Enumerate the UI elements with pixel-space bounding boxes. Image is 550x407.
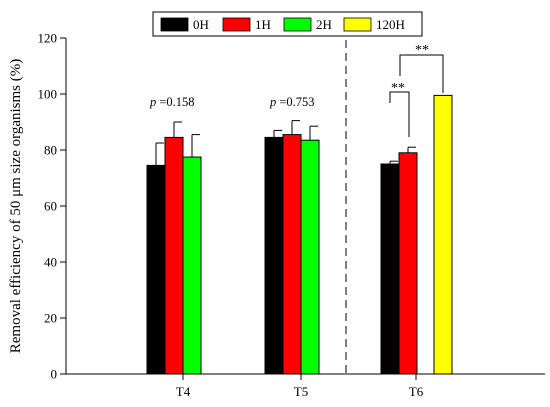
p-value-T5: p =0.753 xyxy=(269,95,315,109)
significance-bracket-0H-120H: ** xyxy=(399,43,444,93)
y-tick-label-0: 0 xyxy=(51,367,58,382)
bar-T4-1H xyxy=(164,136,184,375)
significance-bracket-0H-1H: ** xyxy=(389,81,410,137)
legend: 0H 1H 2H 120H xyxy=(152,11,423,37)
x-tick-label-T6: T6 xyxy=(409,384,424,399)
legend-label-120H: 120H xyxy=(376,17,405,32)
x-tick-label-T5: T5 xyxy=(294,384,308,399)
bars-layer xyxy=(146,94,453,375)
significance-stars-0H-120H: ** xyxy=(415,43,429,58)
legend-label-0H: 0H xyxy=(193,17,209,32)
significance-stars-0H-1H: ** xyxy=(391,81,405,96)
bar-T4-0H xyxy=(146,164,166,375)
bar-T5-0H xyxy=(264,136,284,375)
y-tick-label-60: 60 xyxy=(44,199,57,214)
legend-swatch-2H xyxy=(283,17,312,32)
legend-swatch-120H xyxy=(343,17,372,32)
y-tick-label-20: 20 xyxy=(44,311,57,326)
y-tick-label-100: 100 xyxy=(38,87,58,102)
bar-T6-1H xyxy=(398,152,418,375)
legend-swatch-1H xyxy=(222,17,251,32)
bar-T6-120H xyxy=(433,94,453,375)
y-axis-label: Removal efficiency of 50 μm size organis… xyxy=(8,59,24,354)
bar-T5-2H xyxy=(300,139,320,375)
legend-label-2H: 2H xyxy=(316,17,332,32)
legend-swatch-0H xyxy=(160,17,189,32)
p-value-T4: p =0.158 xyxy=(149,95,195,109)
legend-label-1H: 1H xyxy=(255,17,271,32)
y-tick-label-120: 120 xyxy=(38,31,58,46)
y-tick-label-40: 40 xyxy=(44,255,57,270)
bar-T6-0H xyxy=(380,163,400,375)
bar-T4-2H xyxy=(182,156,202,375)
x-tick-label-T4: T4 xyxy=(176,384,191,399)
axes-layer: 0 20 40 60 80 100 120 T4 T5 T6 xyxy=(38,31,545,399)
y-tick-label-80: 80 xyxy=(44,143,57,158)
bar-T5-1H xyxy=(282,134,302,375)
